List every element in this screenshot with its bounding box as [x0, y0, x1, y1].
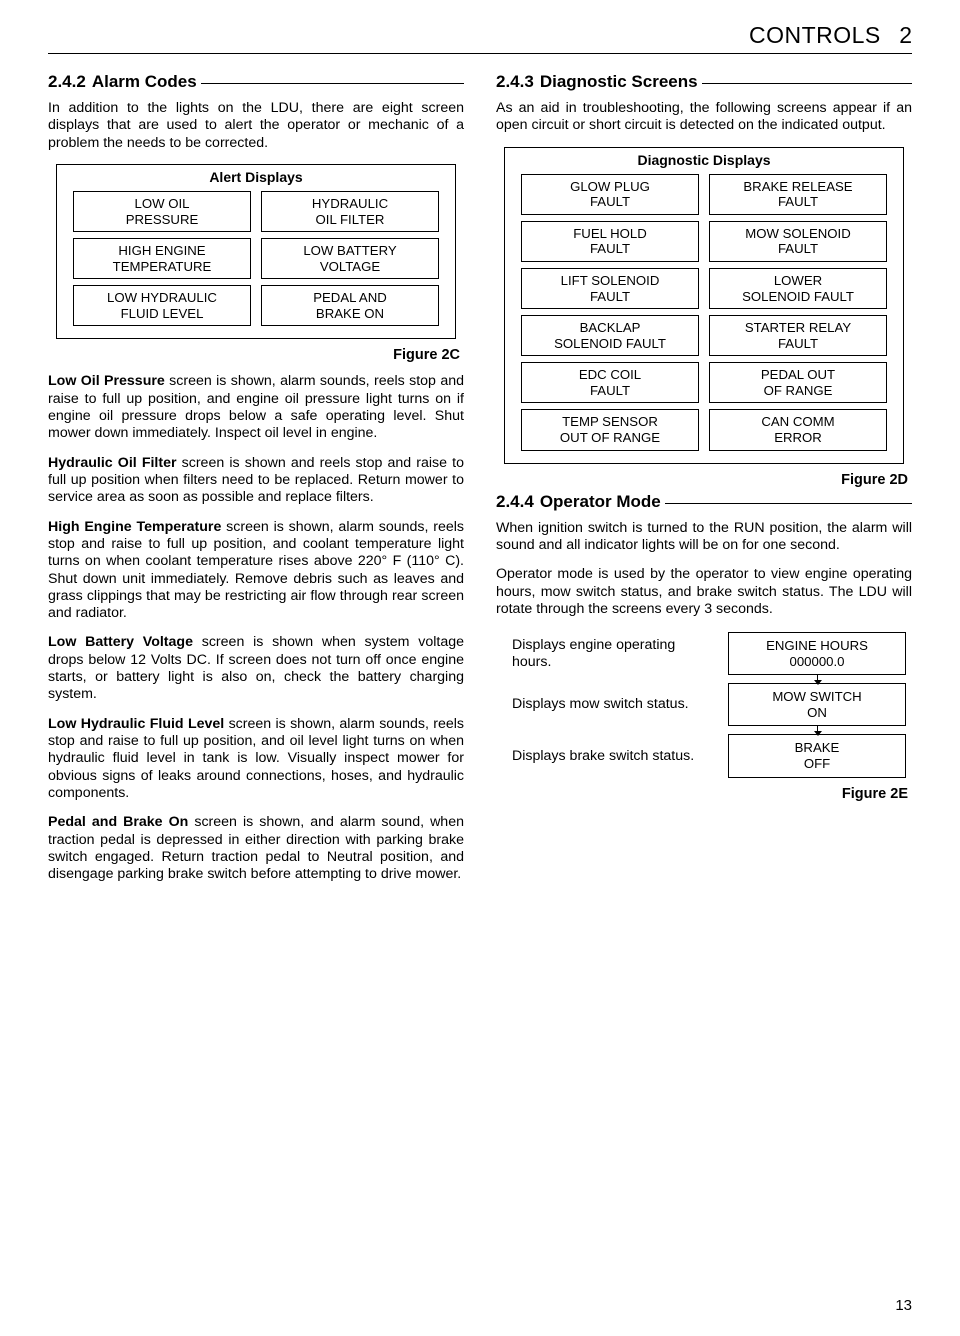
display-cell: TEMP SENSOROUT OF RANGE	[521, 409, 699, 450]
figure-2c-caption: Figure 2C	[48, 347, 460, 363]
lead: Low Battery Voltage	[48, 634, 193, 650]
header-title: CONTROLS	[749, 22, 881, 49]
operator-mode-rows: Displays engine operating hours.ENGINE H…	[512, 632, 906, 777]
header-rule	[48, 53, 912, 54]
display-cell: CAN COMMERROR	[709, 409, 887, 450]
lead: High Engine Temperature	[48, 519, 221, 535]
operator-row: Displays mow switch status.MOW SWITCHON	[512, 683, 906, 726]
heading-rule	[702, 83, 912, 84]
display-cell: HIGH ENGINETEMPERATURE	[73, 238, 251, 279]
display-cell: MOW SOLENOIDFAULT	[709, 221, 887, 262]
right-column: 2.4.3 Diagnostic Screens As an aid in tr…	[496, 72, 912, 896]
para-low-hydraulic: Low Hydraulic Fluid Level screen is show…	[48, 716, 464, 803]
diag-grid: GLOW PLUGFAULTBRAKE RELEASEFAULTFUEL HOL…	[505, 174, 903, 463]
header-chapter-number: 2	[899, 22, 912, 49]
operator-row-box: MOW SWITCHON	[728, 683, 906, 726]
operator-row-label: Displays brake switch status.	[512, 748, 728, 765]
operator-row: Displays engine operating hours.ENGINE H…	[512, 632, 906, 675]
display-cell: LIFT SOLENOIDFAULT	[521, 268, 699, 309]
section-number: 2.4.4	[496, 492, 534, 512]
section-title: Operator Mode	[540, 492, 661, 512]
section-number: 2.4.2	[48, 72, 86, 92]
operator-row-box: BRAKEOFF	[728, 734, 906, 777]
section-heading-242: 2.4.2 Alarm Codes	[48, 72, 464, 92]
lead: Pedal and Brake On	[48, 814, 188, 830]
lead: Low Oil Pressure	[48, 373, 165, 389]
para-low-battery: Low Battery Voltage screen is shown when…	[48, 634, 464, 703]
operator-row-label: Displays engine operating hours.	[512, 637, 728, 671]
para-pedal-brake: Pedal and Brake On screen is shown, and …	[48, 814, 464, 883]
para-244b: Operator mode is used by the operator to…	[496, 566, 912, 618]
table-title: Alert Displays	[57, 165, 455, 191]
intro-243: As an aid in troubleshooting, the follow…	[496, 100, 912, 135]
display-cell: LOW HYDRAULICFLUID LEVEL	[73, 285, 251, 326]
para-244a: When ignition switch is turned to the RU…	[496, 520, 912, 555]
lead: Low Hydraulic Fluid Level	[48, 716, 224, 732]
display-cell: PEDAL ANDBRAKE ON	[261, 285, 439, 326]
section-title: Alarm Codes	[92, 72, 197, 92]
alert-displays-table: Alert Displays LOW OILPRESSUREHYDRAULICO…	[56, 164, 456, 339]
figure-2e-caption: Figure 2E	[496, 786, 908, 802]
display-cell: BRAKE RELEASEFAULT	[709, 174, 887, 215]
display-cell: BACKLAPSOLENOID FAULT	[521, 315, 699, 356]
section-number: 2.4.3	[496, 72, 534, 92]
operator-row: Displays brake switch status.BRAKEOFF	[512, 734, 906, 777]
para-high-engine: High Engine Temperature screen is shown,…	[48, 519, 464, 623]
diagnostic-displays-table: Diagnostic Displays GLOW PLUGFAULTBRAKE …	[504, 147, 904, 464]
operator-row-box: ENGINE HOURS000000.0	[728, 632, 906, 675]
operator-row-label: Displays mow switch status.	[512, 696, 728, 713]
alert-grid: LOW OILPRESSUREHYDRAULICOIL FILTERHIGH E…	[57, 191, 455, 338]
heading-rule	[201, 83, 464, 84]
page-header: CONTROLS 2	[48, 22, 912, 49]
figure-2d-caption: Figure 2D	[496, 472, 908, 488]
display-cell: LOWERSOLENOID FAULT	[709, 268, 887, 309]
two-column-layout: 2.4.2 Alarm Codes In addition to the lig…	[48, 72, 912, 896]
display-cell: PEDAL OUTOF RANGE	[709, 362, 887, 403]
display-cell: GLOW PLUGFAULT	[521, 174, 699, 215]
display-cell: EDC COILFAULT	[521, 362, 699, 403]
para-hyd-filter: Hydraulic Oil Filter screen is shown and…	[48, 455, 464, 507]
display-cell: HYDRAULICOIL FILTER	[261, 191, 439, 232]
display-cell: LOW OILPRESSURE	[73, 191, 251, 232]
display-cell: LOW BATTERYVOLTAGE	[261, 238, 439, 279]
left-column: 2.4.2 Alarm Codes In addition to the lig…	[48, 72, 464, 896]
intro-242: In addition to the lights on the LDU, th…	[48, 100, 464, 152]
lead: Hydraulic Oil Filter	[48, 455, 177, 471]
table-title: Diagnostic Displays	[505, 148, 903, 174]
display-cell: STARTER RELAYFAULT	[709, 315, 887, 356]
section-title: Diagnostic Screens	[540, 72, 698, 92]
section-heading-244: 2.4.4 Operator Mode	[496, 492, 912, 512]
section-heading-243: 2.4.3 Diagnostic Screens	[496, 72, 912, 92]
display-cell: FUEL HOLDFAULT	[521, 221, 699, 262]
page-number: 13	[895, 1297, 912, 1314]
heading-rule	[665, 503, 912, 504]
para-low-oil: Low Oil Pressure screen is shown, alarm …	[48, 373, 464, 442]
